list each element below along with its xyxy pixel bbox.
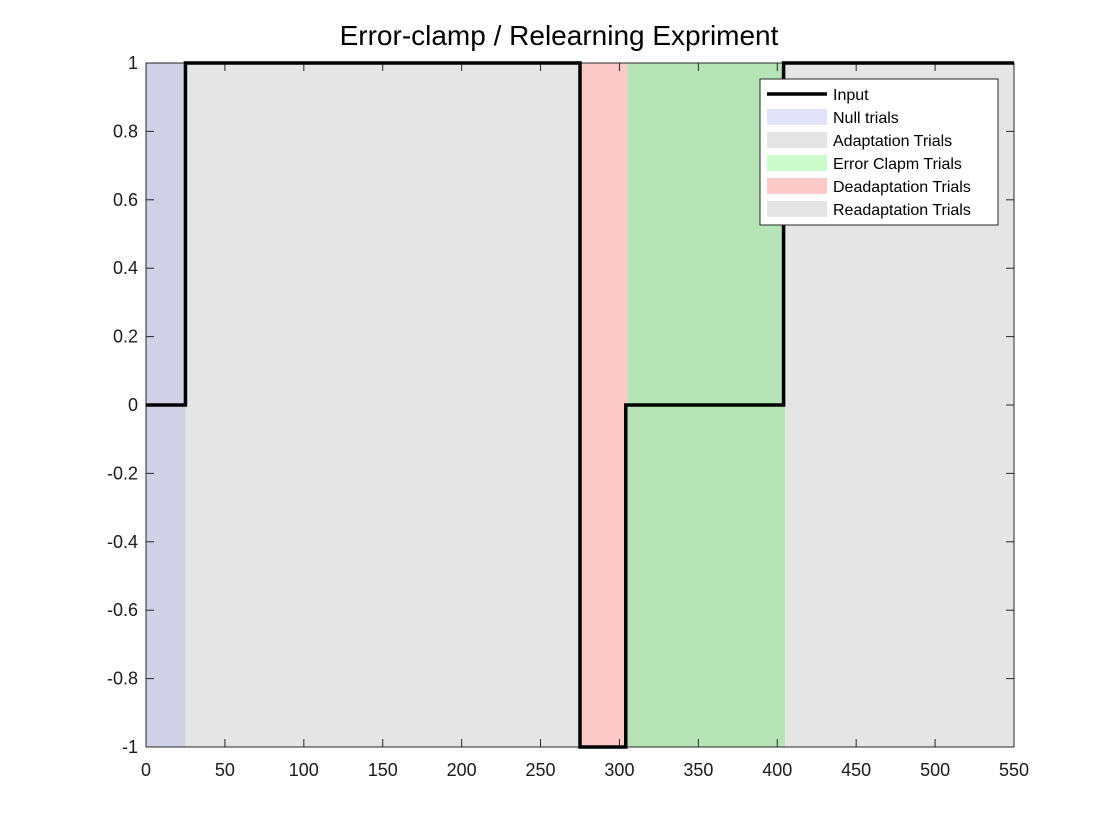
- y-tick-label: -1: [122, 737, 138, 757]
- x-tick-label: 500: [920, 760, 950, 780]
- x-tick-label: 0: [141, 760, 151, 780]
- legend-label-readaptation-trials: Readaptation Trials: [833, 202, 971, 219]
- y-tick-label: -0.6: [107, 600, 138, 620]
- x-tick-label: 350: [683, 760, 713, 780]
- y-tick-label: 0.2: [113, 327, 138, 347]
- legend-label-adaptation-trials: Adaptation Trials: [833, 133, 952, 150]
- x-tick-label: 50: [215, 760, 235, 780]
- y-tick-label: -0.4: [107, 532, 138, 552]
- legend: Input Null trials Adaptation Trials Error C…: [759, 78, 999, 226]
- series-line-input: [146, 61, 1014, 749]
- x-tick-label: 250: [526, 760, 556, 780]
- y-tick-label: -0.2: [107, 463, 138, 483]
- y-tick-label: -0.8: [107, 669, 138, 689]
- y-tick-label: 0.4: [113, 258, 138, 278]
- legend-swatch-error-clapm-trials: [767, 155, 827, 171]
- phase-bands: [146, 63, 1014, 747]
- y-tick-label: 0: [128, 395, 138, 415]
- legend-swatch-readaptation-trials: [767, 201, 827, 217]
- y-tick-label: 0.6: [113, 190, 138, 210]
- x-tick-label: 550: [999, 760, 1029, 780]
- axis-ticks: 0 50 100 150 200 250 300 350 400 450 500 550 -1 -0.8 -…: [107, 53, 1029, 780]
- phase-band-adaptation-trials: [185, 63, 581, 747]
- x-tick-label: 200: [447, 760, 477, 780]
- legend-swatch-adaptation-trials: [767, 132, 827, 148]
- phase-band-deadaptation-trials: [580, 63, 628, 747]
- x-tick-label: 150: [368, 760, 398, 780]
- x-tick-label: 450: [841, 760, 871, 780]
- x-tick-label: 100: [289, 760, 319, 780]
- series-lines: [146, 61, 1014, 749]
- legend-swatch-null-trials: [767, 109, 827, 125]
- x-tick-label: 400: [762, 760, 792, 780]
- chart-title: Error-clamp / Relearning Expriment: [340, 20, 779, 51]
- y-tick-label: 0.8: [113, 121, 138, 141]
- legend-box: [759, 78, 999, 226]
- x-tick-label: 300: [604, 760, 634, 780]
- y-tick-label: 1: [128, 53, 138, 73]
- legend-label-input: Input: [833, 87, 869, 104]
- legend-label-error-clapm-trials: Error Clapm Trials: [833, 156, 962, 173]
- legend-label-deadaptation-trials: Deadaptation Trials: [833, 179, 971, 196]
- legend-swatch-deadaptation-trials: [767, 178, 827, 194]
- legend-label-null-trials: Null trials: [833, 110, 899, 127]
